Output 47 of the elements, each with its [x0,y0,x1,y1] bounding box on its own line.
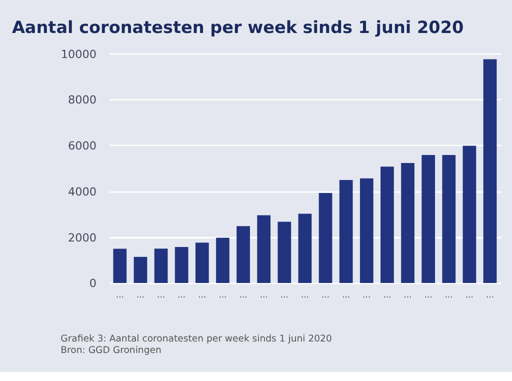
bar [113,248,127,283]
x-tick-label: ... [157,289,166,300]
bar [380,166,394,283]
x-tick-label: ... [444,289,453,300]
x-tick-label: ... [342,289,350,300]
x-tick-label: ... [383,289,392,300]
text: Grafiek 3: Aantal coronatesten per week sinds 1 juni 2020 [60,334,332,345]
bar [360,178,374,283]
bar [278,222,292,283]
x-tick-label: ... [218,289,227,300]
bar [298,214,312,283]
y-tick-label: 8000 [68,94,97,107]
y-tick-label: 0 [89,277,97,290]
y-tick-label: 6000 [68,140,97,153]
x-tick-label: ... [424,289,432,300]
bar [401,163,414,283]
bar [483,59,497,283]
bar [339,180,353,283]
x-tick-label: ... [260,289,268,300]
bar [195,242,209,283]
text: Bron: GGD Groningen [60,344,162,356]
bar [174,246,188,283]
x-tick-label: ... [239,289,248,300]
x-tick-label: ... [116,289,124,300]
y-tick-label: 4000 [68,185,97,198]
x-tick-label: ... [136,289,144,300]
bar [422,154,436,283]
bar [216,238,230,283]
x-tick-label: ... [486,289,494,300]
x-tick-label: ... [198,289,206,300]
x-tick-label: ... [322,289,330,300]
bar [318,193,332,283]
x-tick-label: ... [362,289,371,300]
x-tick-label: ... [465,289,474,300]
x-tick-label: ... [178,289,186,300]
bar [154,248,168,283]
x-tick-label: ... [404,289,412,300]
x-tick-label: ... [280,289,288,300]
chart-title: Aantal coronatesten per week sinds 1 juni 2020 [12,17,464,38]
y-tick-label: 10000 [60,48,97,61]
bar [236,226,250,283]
bar [442,154,456,283]
bar [134,256,148,283]
bar [462,146,476,283]
bar [257,215,271,283]
y-tick-label: 2000 [68,231,97,244]
x-tick-label: ... [300,289,309,300]
